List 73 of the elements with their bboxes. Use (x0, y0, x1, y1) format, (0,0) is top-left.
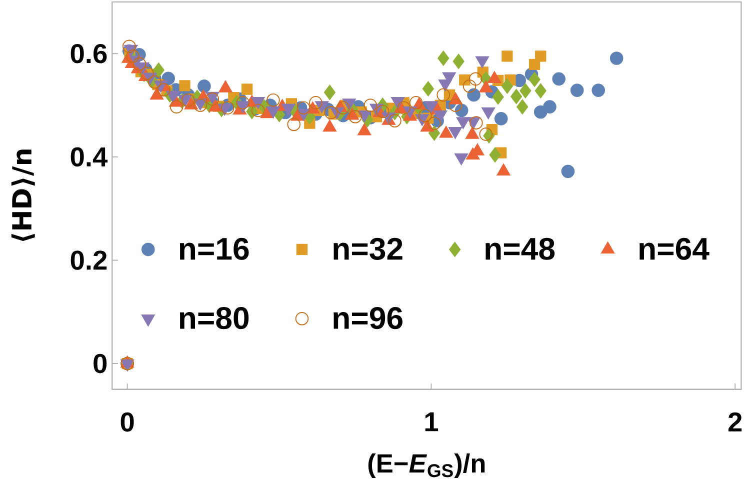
point (570, 83, 584, 97)
point (489, 147, 501, 162)
point (438, 50, 450, 66)
point (170, 100, 184, 114)
point (241, 83, 253, 95)
x-tick-label: 1 (425, 412, 438, 431)
point (348, 110, 362, 124)
point (198, 79, 211, 93)
x-axis-title: (E−E$_{GS}$)/n (368, 453, 485, 478)
point (528, 72, 540, 87)
point (454, 104, 468, 117)
point (324, 106, 338, 119)
point (152, 62, 164, 78)
point (336, 101, 350, 114)
point (148, 75, 162, 88)
point (422, 81, 434, 96)
point (428, 116, 441, 130)
point (376, 104, 390, 118)
point (592, 83, 606, 97)
point (468, 72, 482, 86)
point (287, 118, 301, 131)
point (543, 100, 556, 114)
point (181, 93, 195, 107)
point (132, 57, 146, 70)
point (502, 50, 513, 62)
point (220, 101, 234, 114)
legend-label: n=96 (334, 306, 402, 329)
point (492, 89, 504, 104)
point (397, 101, 411, 114)
point (479, 127, 493, 141)
point (122, 40, 136, 53)
legend-label: n=48 (486, 238, 555, 260)
point (467, 88, 480, 102)
legend-label: n=64 (640, 238, 710, 260)
point (534, 83, 546, 98)
legend-label: n=16 (180, 238, 249, 260)
point (510, 88, 522, 104)
point (448, 98, 462, 112)
point (324, 84, 336, 100)
point (436, 88, 450, 102)
x-tick-label: 0 (120, 412, 134, 432)
point (470, 116, 483, 130)
point (140, 66, 154, 80)
legend-label: n=80 (180, 306, 249, 329)
point (494, 112, 508, 126)
point (388, 114, 402, 128)
point (610, 51, 624, 65)
point (296, 101, 310, 114)
y-tick-label: 0.2 (70, 250, 107, 270)
point (552, 72, 566, 86)
point (266, 93, 280, 107)
point (561, 164, 575, 178)
point (179, 80, 190, 92)
point (516, 99, 528, 114)
y-axis-title: ⟨HD⟩/n (11, 149, 35, 241)
point (409, 96, 423, 110)
point (126, 49, 140, 63)
y-tick-label: 0.4 (70, 147, 108, 166)
point (236, 96, 250, 110)
point (251, 104, 265, 117)
x-tick-label: 2 (728, 412, 742, 432)
point (364, 98, 378, 112)
point (309, 96, 322, 110)
point (535, 50, 546, 62)
point (501, 78, 513, 94)
point (462, 79, 476, 93)
legend-label: n=32 (334, 238, 402, 260)
point (520, 83, 532, 98)
point (418, 108, 432, 122)
point (157, 82, 170, 96)
y-tick-label: 0.6 (70, 44, 107, 64)
y-tick-label: 0 (94, 354, 107, 374)
point (452, 54, 464, 69)
